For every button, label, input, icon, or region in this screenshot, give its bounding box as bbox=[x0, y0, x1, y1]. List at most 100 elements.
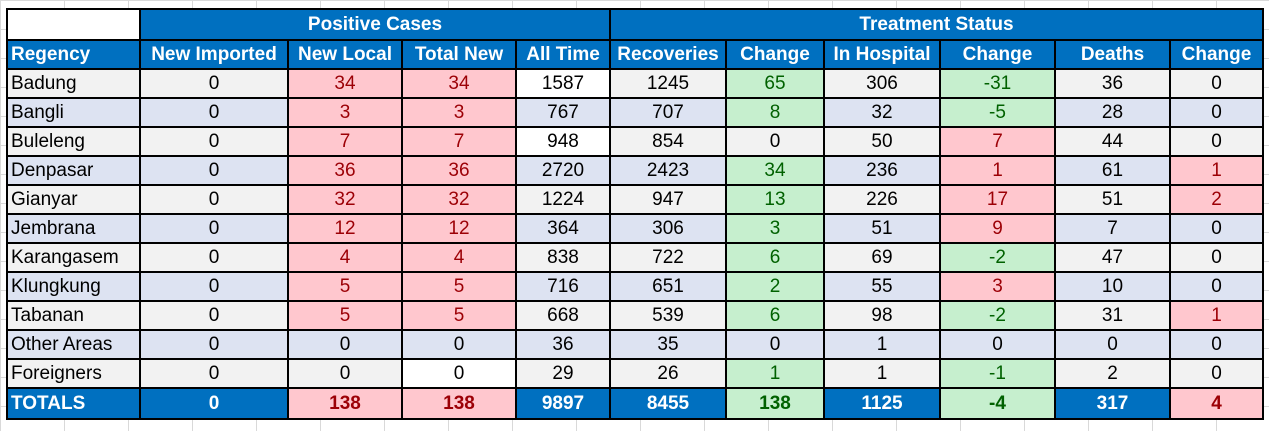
recoveries-change-header[interactable]: Change bbox=[725, 39, 825, 70]
recoveries-change-cell[interactable]: 6 bbox=[725, 300, 825, 331]
regency-cell[interactable]: Klungkung bbox=[6, 271, 141, 302]
hospital-change-cell[interactable]: -4 bbox=[939, 387, 1056, 420]
deaths-change-cell[interactable]: 1 bbox=[1169, 300, 1264, 331]
deaths-cell[interactable]: 10 bbox=[1054, 271, 1171, 302]
recoveries-cell[interactable]: 947 bbox=[609, 184, 727, 215]
hospital-change-header[interactable]: Change bbox=[939, 39, 1056, 70]
recoveries-cell[interactable]: 26 bbox=[609, 358, 727, 389]
deaths-change-cell[interactable]: 0 bbox=[1169, 213, 1264, 244]
in-hospital-cell[interactable]: 236 bbox=[823, 155, 941, 186]
hospital-change-cell[interactable]: -2 bbox=[939, 300, 1056, 331]
new-imported-cell[interactable]: 0 bbox=[139, 271, 289, 302]
new-local-header[interactable]: New Local bbox=[287, 39, 403, 70]
all-time-cell[interactable]: 716 bbox=[515, 271, 611, 302]
regency-cell[interactable]: Badung bbox=[6, 68, 141, 99]
deaths-cell[interactable]: 28 bbox=[1054, 97, 1171, 128]
new-imported-cell[interactable]: 0 bbox=[139, 155, 289, 186]
treatment-status-header[interactable]: Treatment Status bbox=[609, 8, 1264, 41]
recoveries-change-cell[interactable]: 3 bbox=[725, 213, 825, 244]
deaths-change-cell[interactable]: 0 bbox=[1169, 242, 1264, 273]
positive-cases-header[interactable]: Positive Cases bbox=[139, 8, 611, 41]
hospital-change-cell[interactable]: 7 bbox=[939, 126, 1056, 157]
all-time-cell[interactable]: 2720 bbox=[515, 155, 611, 186]
recoveries-cell[interactable]: 8455 bbox=[609, 387, 727, 420]
all-time-cell[interactable]: 1587 bbox=[515, 68, 611, 99]
all-time-cell[interactable]: 9897 bbox=[515, 387, 611, 420]
recoveries-cell[interactable]: 854 bbox=[609, 126, 727, 157]
recoveries-cell[interactable]: 651 bbox=[609, 271, 727, 302]
regency-cell[interactable]: Tabanan bbox=[6, 300, 141, 331]
recoveries-change-cell[interactable]: 6 bbox=[725, 242, 825, 273]
new-local-cell[interactable]: 36 bbox=[287, 155, 403, 186]
new-imported-cell[interactable]: 0 bbox=[139, 300, 289, 331]
recoveries-cell[interactable]: 306 bbox=[609, 213, 727, 244]
recoveries-cell[interactable]: 539 bbox=[609, 300, 727, 331]
all-time-cell[interactable]: 767 bbox=[515, 97, 611, 128]
recoveries-change-cell[interactable]: 0 bbox=[725, 329, 825, 360]
new-local-cell[interactable]: 138 bbox=[287, 387, 403, 420]
total-new-header[interactable]: Total New bbox=[401, 39, 517, 70]
regency-cell[interactable]: TOTALS bbox=[6, 387, 141, 420]
hospital-change-cell[interactable]: -5 bbox=[939, 97, 1056, 128]
hospital-change-cell[interactable]: -31 bbox=[939, 68, 1056, 99]
total-new-cell[interactable]: 5 bbox=[401, 300, 517, 331]
new-imported-header[interactable]: New Imported bbox=[139, 39, 289, 70]
recoveries-change-cell[interactable]: 65 bbox=[725, 68, 825, 99]
new-local-cell[interactable]: 12 bbox=[287, 213, 403, 244]
deaths-cell[interactable]: 317 bbox=[1054, 387, 1171, 420]
deaths-header[interactable]: Deaths bbox=[1054, 39, 1171, 70]
deaths-cell[interactable]: 2 bbox=[1054, 358, 1171, 389]
in-hospital-cell[interactable]: 51 bbox=[823, 213, 941, 244]
new-imported-cell[interactable]: 0 bbox=[139, 329, 289, 360]
regency-cell[interactable]: Other Areas bbox=[6, 329, 141, 360]
all-time-cell[interactable]: 838 bbox=[515, 242, 611, 273]
deaths-cell[interactable]: 7 bbox=[1054, 213, 1171, 244]
regency-cell[interactable]: Denpasar bbox=[6, 155, 141, 186]
new-local-cell[interactable]: 0 bbox=[287, 358, 403, 389]
all-time-cell[interactable]: 29 bbox=[515, 358, 611, 389]
recoveries-header[interactable]: Recoveries bbox=[609, 39, 727, 70]
recoveries-cell[interactable]: 707 bbox=[609, 97, 727, 128]
total-new-cell[interactable]: 7 bbox=[401, 126, 517, 157]
in-hospital-cell[interactable]: 98 bbox=[823, 300, 941, 331]
all-time-cell[interactable]: 948 bbox=[515, 126, 611, 157]
regency-cell[interactable]: Foreigners bbox=[6, 358, 141, 389]
in-hospital-cell[interactable]: 32 bbox=[823, 97, 941, 128]
new-local-cell[interactable]: 4 bbox=[287, 242, 403, 273]
hospital-change-cell[interactable]: 1 bbox=[939, 155, 1056, 186]
new-imported-cell[interactable]: 0 bbox=[139, 358, 289, 389]
all-time-cell[interactable]: 668 bbox=[515, 300, 611, 331]
in-hospital-cell[interactable]: 226 bbox=[823, 184, 941, 215]
total-new-cell[interactable]: 0 bbox=[401, 358, 517, 389]
recoveries-change-cell[interactable]: 34 bbox=[725, 155, 825, 186]
deaths-cell[interactable]: 44 bbox=[1054, 126, 1171, 157]
new-local-cell[interactable]: 3 bbox=[287, 97, 403, 128]
recoveries-cell[interactable]: 1245 bbox=[609, 68, 727, 99]
total-new-cell[interactable]: 3 bbox=[401, 97, 517, 128]
total-new-cell[interactable]: 5 bbox=[401, 271, 517, 302]
in-hospital-header[interactable]: In Hospital bbox=[823, 39, 941, 70]
all-time-header[interactable]: All Time bbox=[515, 39, 611, 70]
in-hospital-cell[interactable]: 69 bbox=[823, 242, 941, 273]
recoveries-cell[interactable]: 2423 bbox=[609, 155, 727, 186]
recoveries-change-cell[interactable]: 138 bbox=[725, 387, 825, 420]
deaths-change-cell[interactable]: 0 bbox=[1169, 68, 1264, 99]
deaths-cell[interactable]: 61 bbox=[1054, 155, 1171, 186]
deaths-cell[interactable]: 51 bbox=[1054, 184, 1171, 215]
total-new-cell[interactable]: 0 bbox=[401, 329, 517, 360]
new-imported-cell[interactable]: 0 bbox=[139, 97, 289, 128]
total-new-cell[interactable]: 4 bbox=[401, 242, 517, 273]
all-time-cell[interactable]: 364 bbox=[515, 213, 611, 244]
deaths-cell[interactable]: 31 bbox=[1054, 300, 1171, 331]
new-imported-cell[interactable]: 0 bbox=[139, 387, 289, 420]
regency-cell[interactable]: Bangli bbox=[6, 97, 141, 128]
in-hospital-cell[interactable]: 1 bbox=[823, 329, 941, 360]
total-new-cell[interactable]: 34 bbox=[401, 68, 517, 99]
regency-cell[interactable]: Jembrana bbox=[6, 213, 141, 244]
in-hospital-cell[interactable]: 50 bbox=[823, 126, 941, 157]
new-imported-cell[interactable]: 0 bbox=[139, 242, 289, 273]
deaths-change-header[interactable]: Change bbox=[1169, 39, 1264, 70]
recoveries-cell[interactable]: 722 bbox=[609, 242, 727, 273]
in-hospital-cell[interactable]: 1 bbox=[823, 358, 941, 389]
new-imported-cell[interactable]: 0 bbox=[139, 184, 289, 215]
